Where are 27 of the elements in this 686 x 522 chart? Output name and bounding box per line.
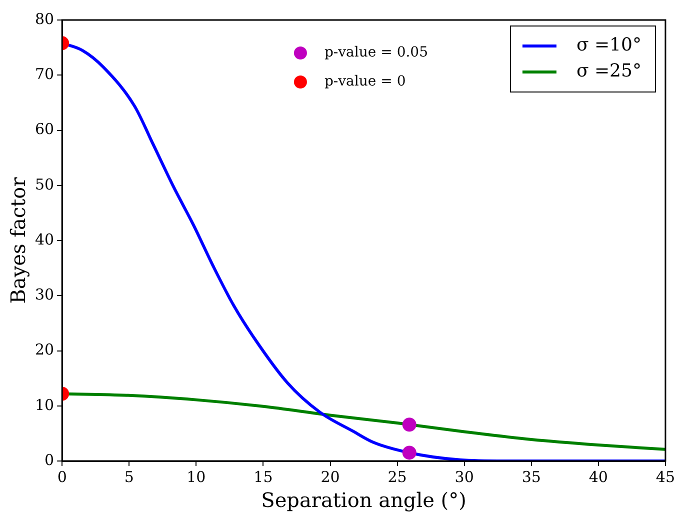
x-axis-title: Separation angle (°) <box>261 488 466 512</box>
x-tick-label: 45 <box>656 468 676 486</box>
legend-label: p-value = 0.05 <box>324 44 428 61</box>
y-tick-label: 30 <box>34 286 54 304</box>
legend-label: σ =10° <box>576 34 642 56</box>
y-tick-label: 0 <box>44 450 54 469</box>
y-tick-label: 20 <box>34 340 54 359</box>
legend-label: p-value = 0 <box>324 74 406 90</box>
y-tick-label: 10 <box>34 396 54 414</box>
y-axis-title: Bayes factor <box>6 176 30 304</box>
x-tick-label: 10 <box>186 468 206 486</box>
point <box>402 446 416 460</box>
y-tick-label: 60 <box>34 120 54 138</box>
y-tick-label: 50 <box>34 175 54 194</box>
x-tick-label: 5 <box>124 468 134 486</box>
x-tick-label: 40 <box>588 468 608 486</box>
y-tick-label: 70 <box>34 65 54 84</box>
x-tick-label: 20 <box>320 468 340 486</box>
y-tick-label: 80 <box>34 10 54 28</box>
x-tick-label: 15 <box>254 468 273 486</box>
point <box>402 418 416 432</box>
x-tick-label: 0 <box>57 468 67 486</box>
legend-label: σ =25° <box>576 60 642 82</box>
x-tick-label: 30 <box>454 468 474 486</box>
x-tick-label: 35 <box>522 468 541 486</box>
x-tick-label: 25 <box>388 468 407 486</box>
y-tick-label: 40 <box>34 230 54 248</box>
